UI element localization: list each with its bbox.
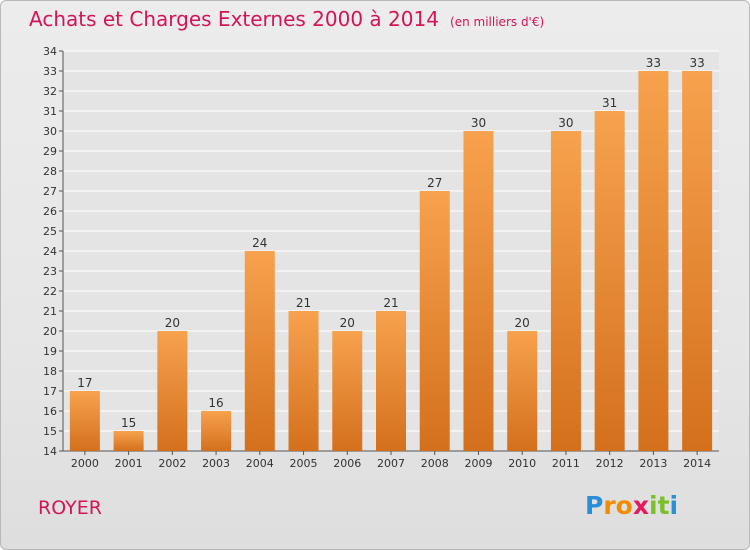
- bar: [201, 411, 232, 451]
- y-tick-label: 33: [43, 65, 57, 78]
- y-tick-label: 27: [43, 185, 57, 198]
- x-tick-label: 2004: [246, 457, 274, 470]
- bar: [332, 331, 363, 451]
- y-tick-label: 31: [43, 105, 57, 118]
- x-tick-label: 2003: [202, 457, 230, 470]
- x-tick-label: 2010: [508, 457, 536, 470]
- data-label: 20: [165, 316, 180, 330]
- logo-letter: t: [657, 491, 670, 520]
- y-tick-label: 32: [43, 85, 57, 98]
- x-tick-label: 2012: [596, 457, 624, 470]
- y-tick-label: 22: [43, 285, 57, 298]
- data-label: 15: [121, 416, 136, 430]
- y-tick-label: 34: [43, 45, 57, 58]
- title-text: Achats et Charges Externes 2000 à 2014: [29, 7, 439, 31]
- bar: [638, 71, 669, 451]
- x-tick-label: 2009: [464, 457, 492, 470]
- y-tick-label: 23: [43, 265, 57, 278]
- x-tick-label: 2005: [290, 457, 318, 470]
- y-tick-label: 28: [43, 165, 57, 178]
- y-tick-label: 26: [43, 205, 57, 218]
- bar: [113, 431, 144, 451]
- x-tick-label: 2000: [71, 457, 99, 470]
- y-tick-label: 21: [43, 305, 57, 318]
- x-tick-label: 2014: [683, 457, 711, 470]
- y-tick-label: 18: [43, 365, 57, 378]
- data-label: 17: [77, 376, 92, 390]
- data-label: 21: [383, 296, 398, 310]
- y-tick-label: 14: [43, 445, 57, 458]
- x-tick-label: 2006: [333, 457, 361, 470]
- unit-label: (en milliers d'€): [450, 15, 545, 29]
- y-tick-label: 20: [43, 325, 57, 338]
- y-tick-label: 30: [43, 125, 57, 138]
- data-label: 30: [471, 116, 486, 130]
- bar: [244, 251, 275, 451]
- chart-title: Achats et Charges Externes 2000 à 2014 (…: [29, 7, 544, 31]
- x-tick-label: 2002: [158, 457, 186, 470]
- x-tick-label: 2001: [115, 457, 143, 470]
- logo-letter: o: [615, 491, 633, 520]
- y-tick-label: 24: [43, 245, 57, 258]
- bar: [594, 111, 625, 451]
- x-tick-label: 2011: [552, 457, 580, 470]
- bar: [419, 191, 450, 451]
- y-tick-label: 15: [43, 425, 57, 438]
- x-tick-label: 2008: [421, 457, 449, 470]
- logo-letter: r: [603, 491, 616, 520]
- data-label: 33: [689, 56, 704, 70]
- data-label: 31: [602, 96, 617, 110]
- y-tick-label: 16: [43, 405, 57, 418]
- data-label: 27: [427, 176, 442, 190]
- bar: [550, 131, 581, 451]
- data-label: 21: [296, 296, 311, 310]
- proxiti-logo: Proxiti: [585, 491, 678, 520]
- bar: [376, 311, 406, 451]
- y-tick-label: 29: [43, 145, 57, 158]
- logo-letter: i: [669, 491, 679, 520]
- bar: [507, 331, 538, 451]
- data-label: 33: [646, 56, 661, 70]
- logo-letter: P: [585, 491, 604, 520]
- bar: [69, 391, 100, 451]
- x-tick-label: 2007: [377, 457, 405, 470]
- y-tick-label: 17: [43, 385, 57, 398]
- data-label: 20: [340, 316, 355, 330]
- data-label: 20: [515, 316, 530, 330]
- town-name: ROYER: [38, 497, 102, 519]
- bar: [463, 131, 494, 451]
- bar: [288, 311, 319, 451]
- logo-letter: x: [632, 491, 649, 520]
- bar: [682, 71, 713, 451]
- bar: [157, 331, 188, 451]
- y-tick-label: 19: [43, 345, 57, 358]
- y-tick-label: 25: [43, 225, 57, 238]
- x-tick-label: 2013: [639, 457, 667, 470]
- logo-letter: i: [649, 491, 658, 520]
- data-label: 24: [252, 236, 267, 250]
- data-label: 30: [558, 116, 573, 130]
- data-label: 16: [208, 396, 223, 410]
